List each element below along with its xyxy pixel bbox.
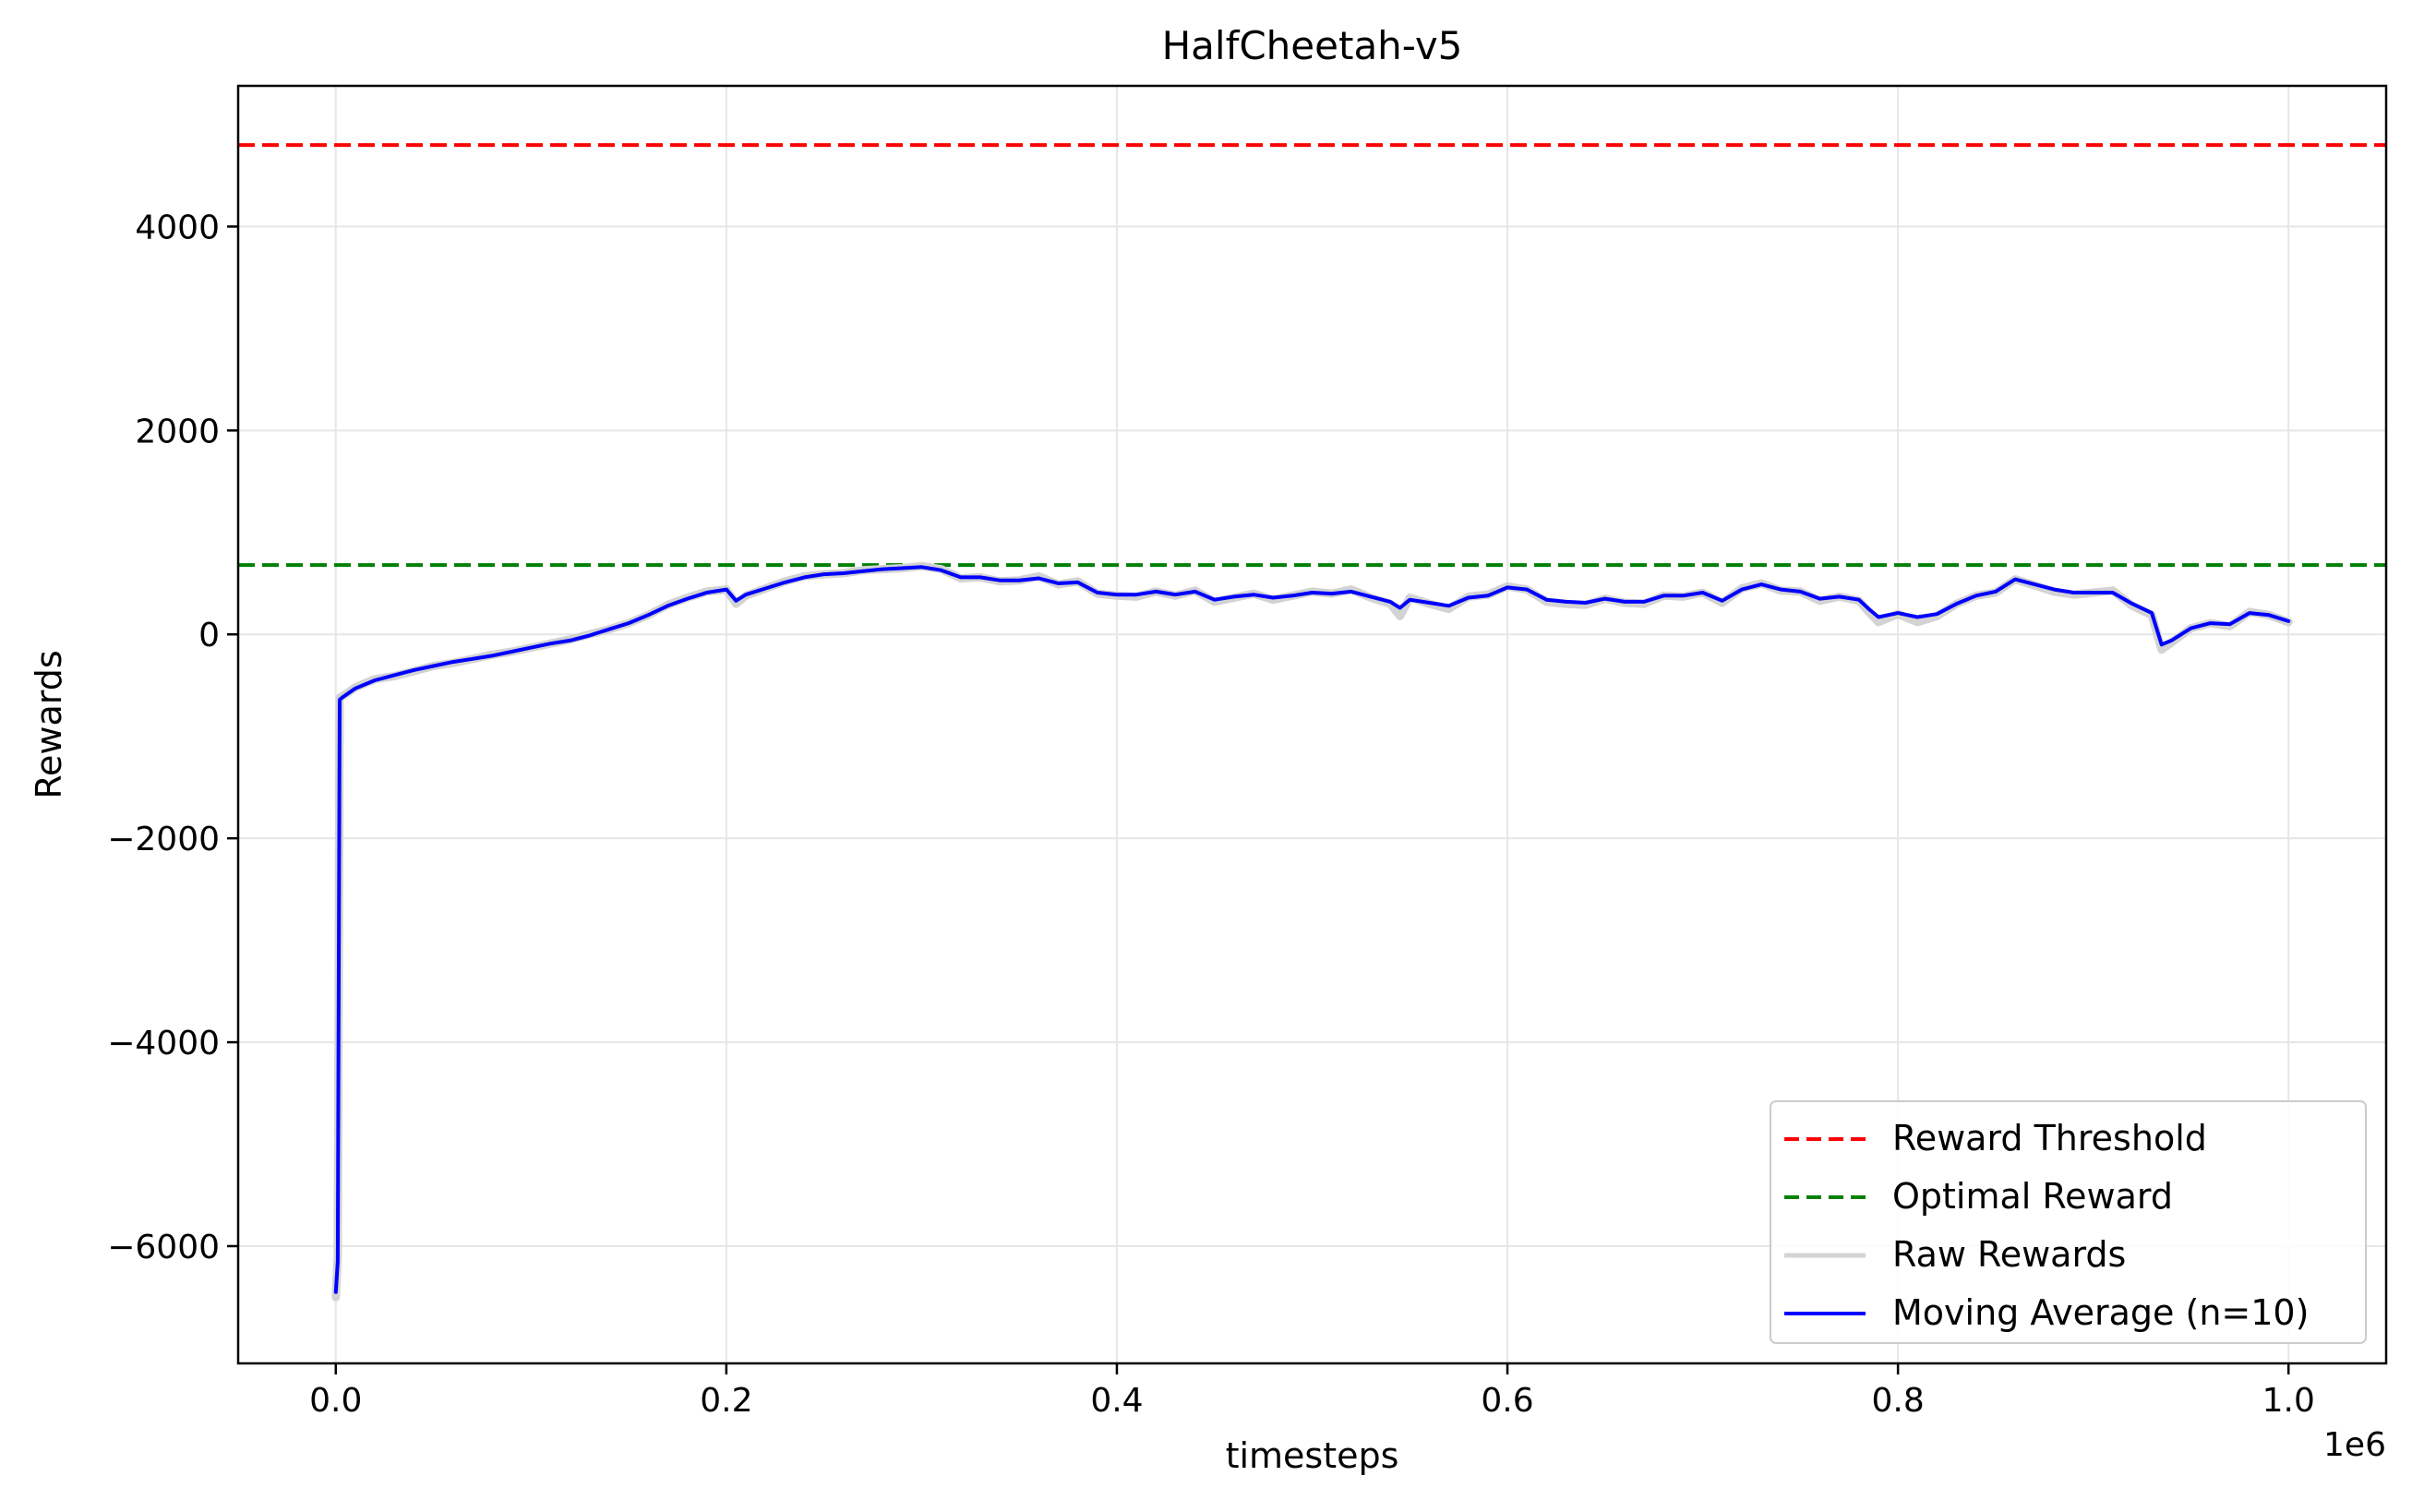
y-tick-label: 4000 [135,209,220,246]
series-lines [331,561,2293,1302]
x-axis-label: timesteps [1226,1435,1399,1476]
x-tick-label: 0.6 [1481,1382,1533,1420]
legend-item-reward-threshold: Reward Threshold [1784,1118,2207,1158]
legend-box [1770,1100,2367,1344]
legend-label: Raw Rewards [1892,1234,2126,1275]
legend-item-moving-average-n-10: Moving Average (n=10) [1784,1292,2309,1333]
x-tick-label: 0.2 [700,1382,752,1420]
y-axis-label: Rewards [29,650,69,798]
y-tick-label: −2000 [107,821,220,858]
legend-item-raw-rewards: Raw Rewards [1784,1234,2126,1275]
x-axis-ticks: 0.0 0.2 0.4 0.6 0.8 1.0 [309,1363,2315,1420]
legend: Reward Threshold Optimal Reward Raw Reward… [1770,1100,2367,1344]
legend-item-optimal-reward: Optimal Reward [1784,1176,2173,1217]
y-tick-label: −6000 [107,1229,220,1266]
x-tick-label: 1.0 [2262,1382,2315,1420]
legend-label: Moving Average (n=10) [1892,1292,2309,1333]
y-axis-ticks: −6000 −4000 −2000 0 2000 4000 [107,209,238,1266]
x-tick-label: 0.0 [309,1382,362,1420]
plot-area-frame [236,84,2388,1365]
x-tick-label: 0.4 [1090,1382,1143,1420]
x-tick-label: 0.8 [1872,1382,1925,1420]
x-axis-offset-label: 1e6 [2323,1426,2386,1464]
reference-lines [238,143,2386,568]
legend-label: Reward Threshold [1892,1118,2207,1158]
y-tick-label: −4000 [107,1025,220,1062]
y-tick-label: 2000 [135,413,220,450]
y-tick-label: 0 [198,617,220,654]
chart-title: HalfCheetah-v5 [1162,23,1463,68]
moving-average-n-10-series [333,565,2291,1294]
legend-label: Optimal Reward [1892,1176,2173,1217]
